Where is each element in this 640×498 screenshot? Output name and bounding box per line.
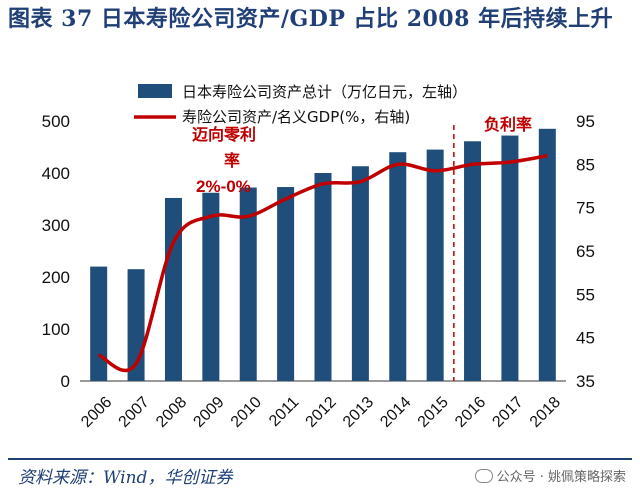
bar: [351, 166, 369, 381]
legend-swatch-bar: [138, 84, 172, 98]
bar: [426, 149, 444, 381]
y-left-tick-label: 100: [42, 320, 70, 339]
y-right-tick-label: 95: [576, 112, 595, 131]
watermark: 公众号 · 姚佩策略探索: [474, 466, 626, 485]
y-left-tick-label: 400: [42, 164, 70, 183]
annotation-zero-rate-cont: 率: [224, 151, 240, 170]
x-tick-label: 2011: [266, 394, 302, 430]
annotation-negative-rate: 负利率: [484, 115, 532, 134]
bar: [389, 152, 407, 381]
y-right-tick-label: 75: [576, 199, 595, 218]
wechat-icon: [474, 469, 493, 483]
line-series: [97, 153, 548, 373]
source-note: 资料来源：Wind，华创证券: [18, 468, 233, 488]
x-tick-label: 2013: [340, 394, 377, 431]
legend: 日本寿险公司资产总计（万亿日元，左轴） 寿险公司资产/名义GDP(%，右轴): [134, 83, 467, 126]
legend-label-line: 寿险公司资产/名义GDP(%，右轴): [182, 108, 410, 126]
watermark-text: 公众号 · 姚佩策略探索: [496, 470, 626, 485]
annotation-zero-rate: 迈向零利: [192, 125, 256, 144]
bar: [314, 173, 332, 381]
footer-divider: [8, 458, 632, 460]
bar: [202, 192, 220, 381]
y-left-tick-label: 500: [42, 112, 70, 131]
y-right-tick-label: 85: [576, 155, 595, 174]
y-right-tick-label: 35: [576, 372, 595, 391]
bar: [164, 197, 182, 381]
y-left-tick-label: 300: [42, 216, 70, 235]
bar: [239, 187, 257, 381]
y-right-tick-label: 55: [576, 285, 595, 304]
y-left-tick-label: 200: [42, 268, 70, 287]
x-tick-label: 2012: [303, 394, 340, 431]
x-tick-label: 2018: [527, 394, 564, 431]
x-tick-label: 2017: [489, 394, 526, 431]
bar: [538, 128, 556, 381]
bar: [90, 266, 108, 381]
gdp-ratio-line: [97, 153, 548, 373]
x-tick-label: 2007: [116, 394, 153, 431]
annotation-rate-range: 2%-0%: [196, 177, 251, 196]
x-tick-label: 2014: [377, 394, 414, 431]
x-tick-label: 2010: [228, 394, 265, 431]
x-tick-label: 2015: [415, 394, 452, 431]
x-tick-label: 2006: [78, 394, 115, 431]
legend-label-bar: 日本寿险公司资产总计（万亿日元，左轴）: [182, 83, 467, 101]
bar: [501, 135, 519, 381]
bar: [277, 187, 295, 381]
x-tick-label: 2009: [190, 394, 227, 431]
y-right-tick-label: 65: [576, 242, 595, 261]
x-tick-label: 2016: [452, 394, 489, 431]
x-tick-label: 2008: [153, 394, 190, 431]
y-right-tick-label: 45: [576, 329, 595, 348]
bar: [464, 141, 482, 381]
chart-title: 图表 37 日本寿险公司资产/GDP 占比 2008 年后持续上升: [8, 6, 614, 32]
bars-series: [90, 128, 556, 381]
y-left-tick-label: 0: [61, 372, 70, 391]
